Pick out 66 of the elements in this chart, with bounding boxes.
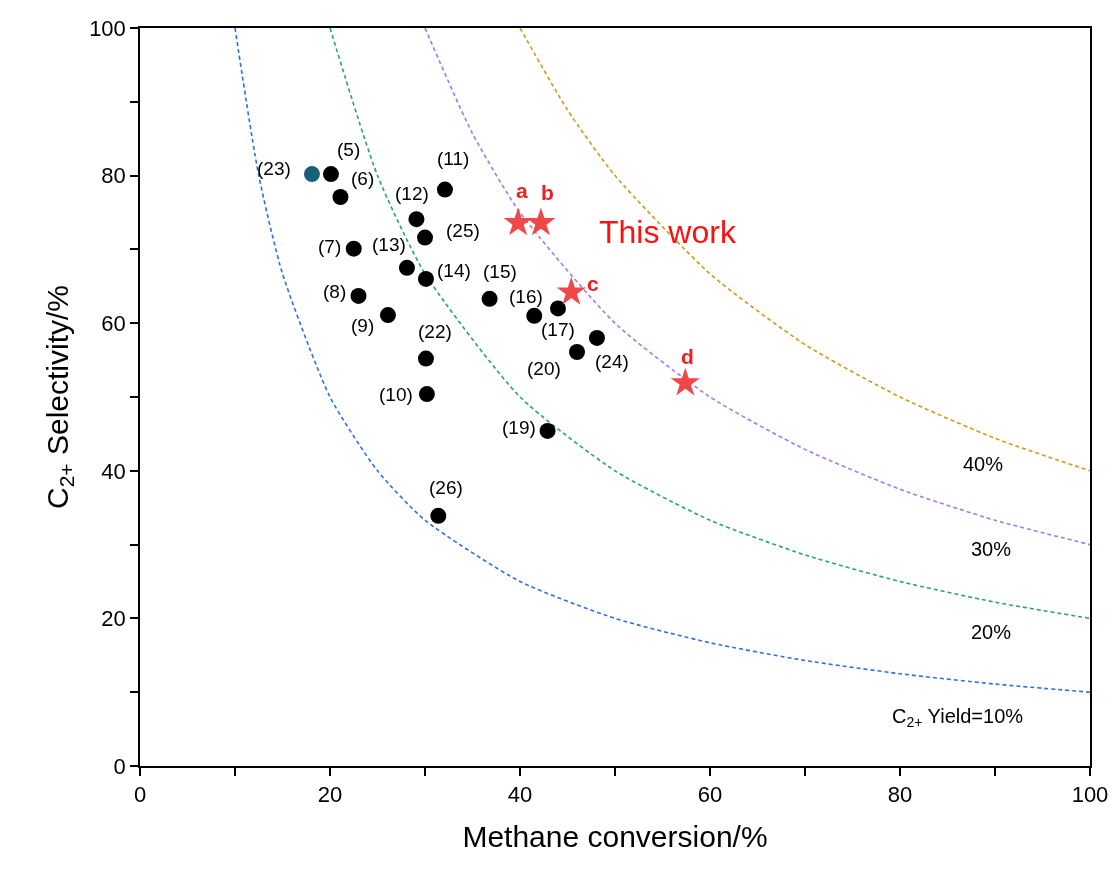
x-axis-title: Methane conversion/%: [462, 820, 768, 854]
point: [539, 422, 556, 439]
y-tick-label: 60: [101, 310, 126, 336]
point: [350, 287, 367, 304]
annotation: (5): [337, 139, 361, 160]
point: [526, 207, 556, 236]
annotation: b: [541, 181, 554, 204]
line-series: [234, 28, 1090, 693]
annotation: (6): [351, 168, 375, 189]
annotation: (17): [541, 319, 575, 340]
x-tick-label: 0: [133, 782, 147, 808]
point: [526, 307, 543, 324]
annotation: (8): [323, 281, 347, 302]
point: [345, 240, 362, 257]
point: [417, 270, 434, 287]
x-tick-label: 60: [697, 782, 723, 808]
annotation: (15): [483, 261, 517, 282]
annotation: (16): [509, 286, 543, 307]
annotation: 20%: [971, 621, 1012, 643]
annotation: 30%: [971, 538, 1012, 560]
y-tick-label: 0: [113, 753, 126, 779]
point: [408, 211, 425, 228]
point: [417, 229, 433, 246]
point: [556, 276, 586, 305]
y-tick-label: 100: [89, 15, 126, 41]
point: [398, 259, 415, 276]
annotation: (11): [437, 148, 470, 169]
annotation: a: [516, 179, 528, 202]
annotation: 40%: [963, 453, 1004, 475]
point: [436, 181, 453, 198]
x-tick-label: 20: [317, 782, 343, 808]
annotation: (26): [429, 477, 463, 498]
point: [430, 507, 447, 524]
annotation: (22): [418, 321, 452, 342]
point: [550, 300, 566, 317]
annotation: (23): [257, 158, 291, 179]
point: [322, 166, 339, 183]
annotation: This work: [599, 214, 737, 250]
annotation: (7): [318, 236, 342, 257]
annotation: (14): [437, 260, 471, 281]
annotation: (13): [372, 234, 406, 255]
point: [417, 350, 434, 367]
annotation: (24): [595, 351, 629, 372]
x-tick-label: 40: [507, 782, 533, 808]
annotation: (19): [502, 417, 536, 438]
point: [379, 307, 396, 324]
annotation: (12): [395, 183, 429, 204]
annotation: (25): [446, 220, 480, 241]
annotation: (9): [351, 315, 375, 336]
point: [303, 166, 320, 183]
x-tick-label: 100: [1071, 782, 1109, 808]
y-tick-label: 80: [101, 163, 126, 189]
point: [588, 329, 605, 346]
annotation: (20): [527, 358, 561, 379]
y-tick-label: 40: [101, 458, 126, 484]
x-tick-label: 80: [887, 782, 913, 808]
annotation: c: [587, 272, 599, 295]
annotation: C$_{2+}$ Yield=10%: [892, 705, 1024, 731]
annotation: (10): [379, 384, 413, 405]
point: [332, 189, 349, 205]
annotation: d: [681, 345, 694, 368]
point: [418, 386, 435, 403]
point: [481, 290, 498, 307]
y-tick-label: 20: [101, 606, 126, 632]
point: [569, 343, 585, 360]
point: [670, 367, 700, 396]
